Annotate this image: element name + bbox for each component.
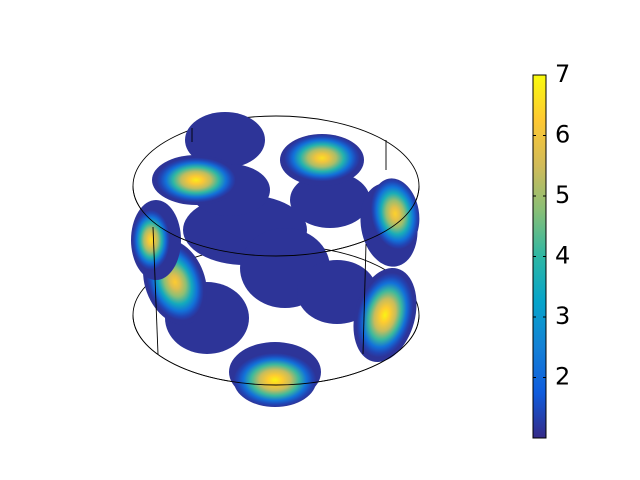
colorbar: 2 3 4 5 6 7 — [532, 60, 570, 439]
blob-core — [370, 178, 420, 250]
volume-blobs — [131, 112, 420, 407]
volume-blob — [353, 267, 417, 363]
cylinder-edge — [152, 226, 159, 355]
volume-blob — [152, 155, 240, 205]
cylinder-bottom-rim-front — [132, 314, 420, 386]
blob-core — [156, 157, 236, 203]
blob-rim — [290, 172, 370, 228]
volume-blob — [290, 172, 370, 228]
colorbar-tick-label: 2 — [555, 363, 570, 391]
volume-blob — [280, 134, 364, 186]
blob-core — [132, 210, 170, 270]
volume-blob — [185, 112, 265, 168]
colorbar-ticks: 2 3 4 5 6 7 — [533, 60, 570, 391]
plot-area — [131, 112, 420, 407]
colorbar-tick-label: 7 — [555, 60, 570, 88]
blob-core — [356, 272, 414, 358]
cylinder-top-rim-front — [132, 185, 420, 257]
cylinder-edge — [362, 243, 367, 355]
blob-core — [284, 134, 360, 182]
blob-core — [233, 353, 317, 407]
volume-blob — [131, 200, 181, 280]
cylinder-frame — [132, 128, 420, 386]
volume-blob — [360, 178, 420, 267]
colorbar-tick-label: 4 — [555, 242, 570, 270]
volume-blob — [229, 342, 321, 407]
colorbar-tick-label: 3 — [555, 302, 570, 330]
colorbar-tick-label: 5 — [555, 181, 570, 209]
colorbar-tick-label: 6 — [555, 121, 570, 149]
blob-rim — [185, 112, 265, 168]
